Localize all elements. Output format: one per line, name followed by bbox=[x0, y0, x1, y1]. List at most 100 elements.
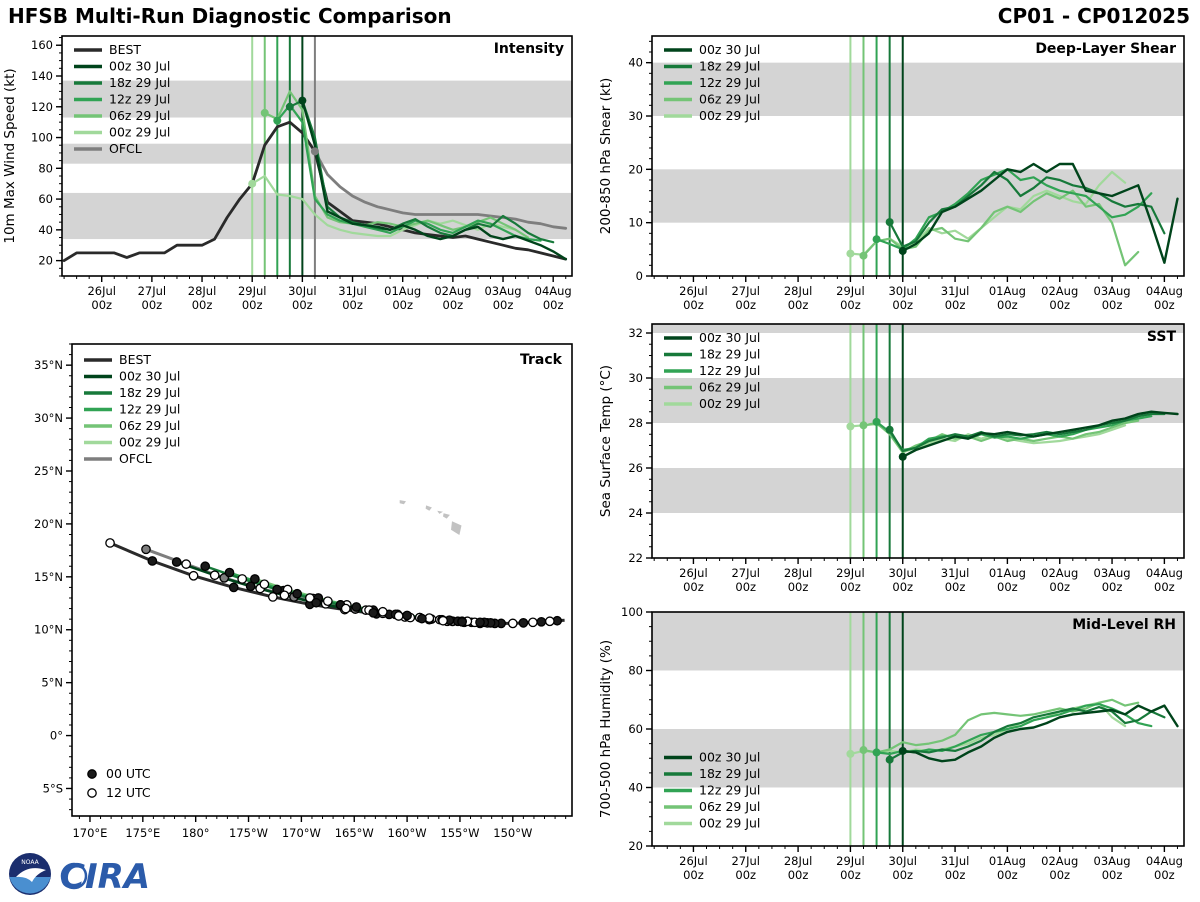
lat-tick-label: 25°N bbox=[34, 464, 63, 478]
series-run_12z29 bbox=[875, 168, 1153, 251]
x-tick-date: 29Jul bbox=[836, 284, 865, 298]
marker-00utc bbox=[518, 618, 529, 628]
init-dot-run_06z29 bbox=[260, 108, 269, 117]
x-tick-date: 27Jul bbox=[731, 854, 760, 868]
legend-label-run_06z29: 06z 29 Jul bbox=[119, 418, 180, 433]
marker-12utc bbox=[377, 606, 388, 617]
panel-label: Mid-Level RH bbox=[1072, 617, 1176, 633]
legend-label-run_12z29: 12z 29 Jul bbox=[109, 92, 170, 107]
y-tick-label: 20 bbox=[38, 254, 53, 268]
marker-12utc bbox=[181, 559, 192, 569]
lat-tick-label: 5°S bbox=[43, 781, 63, 795]
x-tick-hour: 00z bbox=[192, 298, 213, 312]
x-tick-date: 26Jul bbox=[679, 566, 708, 580]
shaded-band bbox=[652, 324, 1184, 333]
agency-logos: NOAA CIRA bbox=[6, 850, 226, 898]
marker-12utc bbox=[528, 617, 538, 628]
legend-marker-label: 12 UTC bbox=[106, 785, 151, 800]
init-dot-run_18z29 bbox=[885, 425, 894, 434]
marker-00utc bbox=[311, 597, 322, 608]
x-tick-hour: 00z bbox=[892, 580, 913, 594]
x-tick-date: 03Aug bbox=[1094, 854, 1131, 868]
x-tick-hour: 00z bbox=[788, 580, 809, 594]
init-dot-run_00z29 bbox=[846, 422, 855, 431]
legend-label-ofcl: OFCL bbox=[119, 451, 152, 466]
y-tick-label: 100 bbox=[621, 605, 643, 619]
y-tick-label: 20 bbox=[628, 839, 643, 853]
y-tick-label: 60 bbox=[628, 722, 643, 736]
legend-label-run_18z29: 18z 29 Jul bbox=[699, 59, 760, 74]
x-tick-date: 27Jul bbox=[138, 284, 167, 298]
marker-00utc bbox=[171, 557, 182, 567]
x-tick-hour: 00z bbox=[443, 298, 464, 312]
x-tick-date: 04Aug bbox=[535, 284, 572, 298]
marker-12utc bbox=[544, 616, 555, 627]
shear-panel: 26Jul 00z 27Jul 00z 28Jul 00z 29Jul 00z 30Jul 00z… bbox=[596, 26, 1200, 328]
panel-label: Track bbox=[520, 352, 563, 368]
x-tick-date: 27Jul bbox=[731, 566, 760, 580]
y-tick-label: 80 bbox=[38, 161, 53, 175]
init-dot-run_06z29 bbox=[859, 251, 868, 260]
legend-label-run_06z29: 06z 29 Jul bbox=[699, 92, 760, 107]
marker-00utc bbox=[224, 567, 235, 578]
x-tick-hour: 00z bbox=[840, 868, 861, 882]
shaded-band bbox=[652, 169, 1184, 223]
series-run_18z29 bbox=[888, 170, 1166, 248]
x-tick-hour: 00z bbox=[735, 868, 756, 882]
legend-label-best: BEST bbox=[119, 352, 151, 367]
y-tick-label: 40 bbox=[628, 781, 643, 795]
init-dot-run_12z29 bbox=[872, 417, 881, 426]
island-shape bbox=[425, 505, 432, 511]
legend-label-run_12z29: 12z 29 Jul bbox=[699, 363, 760, 378]
x-tick-hour: 00z bbox=[1049, 868, 1070, 882]
marker-00utc bbox=[228, 582, 239, 593]
init-dot-run_00z30 bbox=[898, 452, 907, 461]
marker-00utc bbox=[417, 613, 427, 624]
x-tick-date: 28Jul bbox=[188, 284, 217, 298]
legend-label-run_00z30: 00z 30 Jul bbox=[109, 59, 170, 74]
lon-tick-label: 150°W bbox=[493, 826, 532, 840]
x-tick-date: 04Aug bbox=[1146, 284, 1183, 298]
lon-tick-label: 170°W bbox=[282, 826, 321, 840]
init-dot-run_12z29 bbox=[872, 235, 881, 244]
shear-chart: 26Jul00z27Jul00z28Jul00z29Jul00z30Jul00z… bbox=[598, 35, 1185, 312]
legend-label-run_18z29: 18z 29 Jul bbox=[109, 75, 170, 90]
x-tick-date: 31Jul bbox=[338, 284, 367, 298]
y-tick-label: 60 bbox=[38, 192, 53, 206]
init-dot-run_00z29 bbox=[846, 249, 855, 258]
legend-label-run_00z30: 00z 30 Jul bbox=[119, 369, 180, 384]
lat-tick-label: 30°N bbox=[34, 411, 63, 425]
marker-12utc bbox=[322, 596, 333, 607]
init-dot-run_06z29 bbox=[859, 421, 868, 430]
x-tick-date: 30Jul bbox=[888, 566, 917, 580]
shaded-band bbox=[652, 468, 1184, 513]
x-tick-date: 01Aug bbox=[989, 854, 1026, 868]
init-dot-run_06z29 bbox=[859, 746, 868, 755]
x-tick-date: 02Aug bbox=[1041, 566, 1078, 580]
x-tick-date: 26Jul bbox=[679, 284, 708, 298]
track-panel: 170°E 175°E 180° 175°W 170°W 165°W 160°W 155°W 1… bbox=[0, 330, 588, 878]
marker-12utc bbox=[507, 618, 518, 629]
x-tick-hour: 00z bbox=[735, 580, 756, 594]
init-dot-run_00z30 bbox=[898, 746, 907, 755]
x-tick-hour: 00z bbox=[1049, 580, 1070, 594]
y-axis-label: Sea Surface Temp (°C) bbox=[598, 365, 614, 517]
island-shape bbox=[437, 510, 443, 514]
x-tick-date: 26Jul bbox=[679, 854, 708, 868]
init-dot-run_12z29 bbox=[872, 748, 881, 757]
y-tick-label: 80 bbox=[628, 664, 643, 678]
x-tick-hour: 00z bbox=[945, 580, 966, 594]
marker-00utc bbox=[245, 581, 256, 592]
x-tick-date: 01Aug bbox=[989, 566, 1026, 580]
y-tick-label: 100 bbox=[31, 131, 53, 145]
island-shape bbox=[399, 500, 406, 505]
intensity-chart: 26Jul00z27Jul00z28Jul00z29Jul00z30Jul00z… bbox=[2, 35, 573, 312]
legend-label-run_00z29: 00z 29 Jul bbox=[109, 125, 170, 140]
x-tick-hour: 00z bbox=[788, 298, 809, 312]
x-tick-hour: 00z bbox=[683, 298, 704, 312]
island-shape bbox=[443, 513, 450, 519]
x-tick-hour: 00z bbox=[1154, 868, 1175, 882]
x-tick-hour: 00z bbox=[392, 298, 413, 312]
init-dot-run_18z29 bbox=[285, 102, 294, 111]
lon-tick-label: 180° bbox=[182, 826, 210, 840]
